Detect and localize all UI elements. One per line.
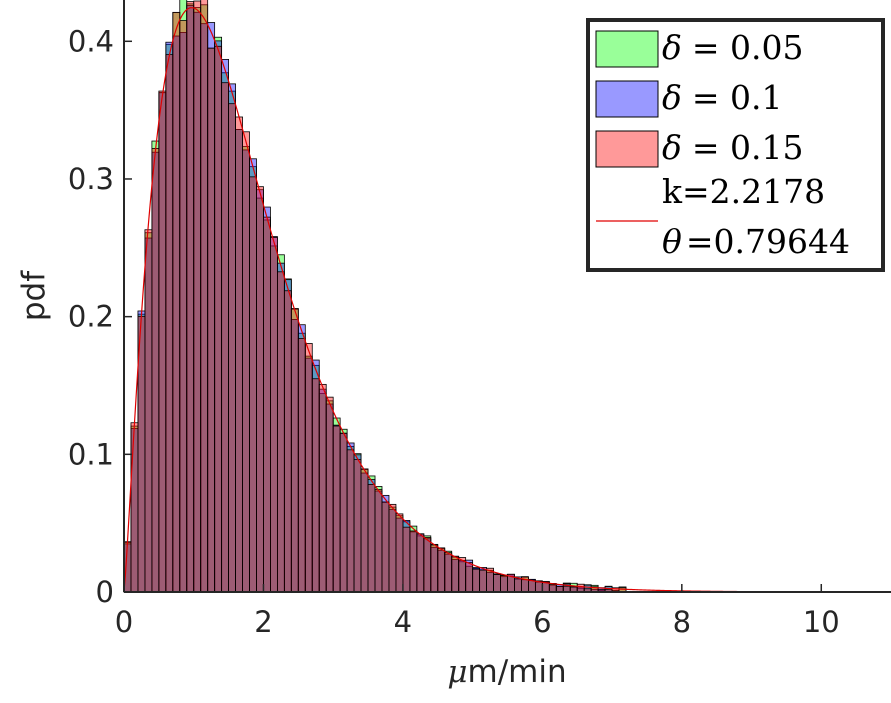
x-tick-label: 2 [254, 605, 272, 639]
histogram-bar [144, 229, 153, 593]
histogram-bar [548, 584, 557, 593]
histogram-bar [367, 484, 376, 593]
histogram-bar [381, 501, 390, 593]
legend-swatch-delta-0.05 [595, 30, 659, 68]
axes [123, 0, 891, 593]
x-tick-label: 4 [394, 605, 412, 639]
histogram-bar [374, 489, 383, 593]
histogram-bar [179, 20, 188, 593]
histogram-bar [339, 433, 348, 593]
histogram-bar [514, 578, 522, 593]
histogram-bar [214, 45, 223, 593]
histogram-bar [402, 526, 411, 593]
histogram-bar [276, 271, 285, 593]
histogram-bar [409, 530, 418, 593]
y-ticks: 0 0.1 0.2 0.3 0.4 [68, 24, 132, 609]
histogram-bar [395, 513, 404, 593]
histogram-bar [235, 116, 243, 593]
histogram-bar [297, 338, 306, 593]
histogram-bar [444, 552, 453, 593]
y-axis-label: pdf [16, 270, 52, 321]
x-tick-label: 10 [803, 605, 840, 639]
y-tick-label: 0.3 [68, 162, 114, 196]
legend-label-delta-0.1: δ = 0.1 [662, 78, 783, 117]
legend-theta-value: =0.79644 [686, 222, 850, 261]
histogram-bar [346, 449, 355, 593]
legend-label-delta-0.05: δ = 0.05 [662, 28, 804, 67]
x-axis-label-mu: μ [447, 654, 467, 690]
legend-delta-value: = 0.05 [692, 28, 804, 67]
legend-label-delta-0.15: δ = 0.15 [662, 128, 804, 167]
histogram-bar [472, 568, 481, 593]
x-ticks: 0 2 4 6 8 10 [115, 584, 840, 639]
histogram-bar [325, 396, 334, 593]
histogram-bar [465, 562, 474, 593]
legend-delta-value: = 0.1 [692, 78, 783, 117]
histogram-bar [283, 290, 292, 593]
histogram-bars [123, 0, 627, 593]
histogram-bar [263, 216, 271, 593]
y-tick-label: 0.2 [68, 300, 114, 334]
histogram-bar [200, 0, 209, 593]
histogram-bar [270, 237, 278, 593]
legend-box [586, 18, 885, 272]
legend-delta-symbol: δ [662, 78, 682, 117]
histogram-bar [493, 574, 501, 593]
legend-delta-value: = 0.15 [692, 128, 804, 167]
histogram-bar [479, 569, 487, 593]
histogram-bar [158, 90, 167, 593]
histogram-bar [242, 131, 250, 593]
histogram-bar [172, 11, 181, 593]
legend-swatch-delta-0.1 [595, 80, 659, 118]
histogram-bar [437, 547, 446, 593]
legend: δ = 0.05 δ = 0.1 δ = 0.15 k=2.2178 θ =0.7964… [586, 18, 885, 272]
histogram-bar [130, 422, 139, 593]
x-axis-label: μm/min [447, 654, 566, 690]
histogram-bar [256, 186, 264, 593]
histogram-bar [332, 425, 341, 593]
histogram-bar [576, 583, 585, 593]
histogram-bar [388, 503, 397, 593]
histogram-bar [458, 557, 467, 593]
histogram-bar [151, 148, 160, 593]
histogram-bar [430, 544, 439, 593]
histogram-bar [353, 459, 362, 593]
x-axis-label-units: m/min [468, 654, 567, 690]
legend-label-theta: θ =0.79644 [662, 222, 850, 261]
legend-swatch-delta-0.15 [595, 130, 659, 168]
histogram-bar [318, 383, 327, 593]
y-tick-label: 0 [96, 575, 114, 609]
histogram-bar [249, 176, 257, 593]
histogram-bar [451, 555, 460, 593]
histogram-bar [221, 82, 229, 593]
y-tick-label: 0.1 [68, 437, 114, 471]
histogram-bar [360, 468, 369, 593]
histogram-bar [290, 308, 299, 593]
legend-label-k: k=2.2178 [662, 172, 825, 211]
histogram-bar [228, 103, 236, 593]
histogram-bar [193, 0, 202, 593]
x-tick-label: 8 [673, 605, 691, 639]
legend-theta-symbol: θ [662, 222, 682, 261]
legend-delta-symbol: δ [662, 128, 682, 167]
histogram-bar [311, 378, 320, 593]
histogram-bar [416, 533, 425, 593]
histogram-bar [423, 537, 432, 593]
histogram-bar [534, 581, 543, 593]
x-tick-label: 0 [115, 605, 133, 639]
x-tick-label: 6 [533, 605, 551, 639]
legend-delta-symbol: δ [662, 28, 682, 67]
histogram-bar [186, 1, 195, 593]
histogram-bar [165, 54, 174, 593]
histogram-bar [304, 343, 313, 593]
histogram-bar [500, 575, 508, 593]
histogram-bar [528, 580, 536, 593]
y-tick-label: 0.4 [68, 24, 114, 58]
histogram-bar [207, 47, 216, 593]
